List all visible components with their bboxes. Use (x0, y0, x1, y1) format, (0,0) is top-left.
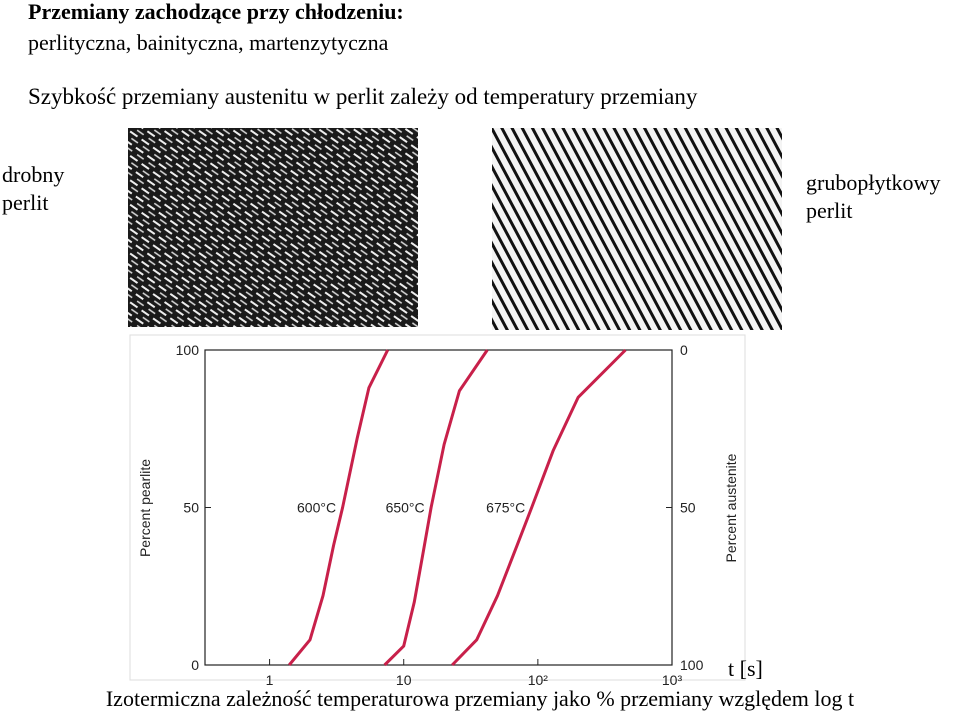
y2-tick-label: 0 (680, 342, 688, 358)
caption: Izotermiczna zależność temperaturowa prz… (106, 686, 854, 711)
y2-tick-label: 100 (680, 657, 704, 673)
series-label: 675°C (486, 500, 525, 516)
y-tick-label: 0 (191, 657, 199, 673)
series-label: 600°C (297, 500, 336, 516)
y2-axis-label: Percent austenite (723, 453, 739, 562)
y2-tick-label: 50 (680, 500, 696, 516)
y-tick-label: 100 (176, 342, 200, 358)
y-tick-label: 50 (183, 500, 199, 516)
x-tick-label: 10 (396, 672, 412, 688)
x-axis-label: t [s] (728, 656, 763, 681)
curve (288, 349, 390, 666)
x-tick-label: 10³ (662, 672, 683, 688)
right-label: grubopłytkowy (806, 170, 940, 195)
right-label: perlit (806, 198, 852, 223)
series-label: 650°C (386, 500, 425, 516)
left-label: perlit (2, 190, 48, 215)
title: Przemiany zachodzące przy chłodzeniu: (28, 0, 404, 24)
micrograph-coarse (492, 128, 782, 330)
curve (451, 348, 627, 667)
left-label: drobny (2, 162, 64, 187)
y-axis-label: Percent pearlite (137, 459, 153, 557)
subtitle: perlityczna, bainityczna, martenzytyczna (28, 30, 389, 55)
chart-panel (129, 334, 746, 681)
x-tick-label: 1 (266, 672, 274, 688)
x-tick-label: 10² (528, 672, 549, 688)
micrograph-fine (128, 128, 418, 327)
curve (383, 349, 489, 667)
statement: Szybkość przemiany austenitu w perlit za… (28, 84, 698, 109)
